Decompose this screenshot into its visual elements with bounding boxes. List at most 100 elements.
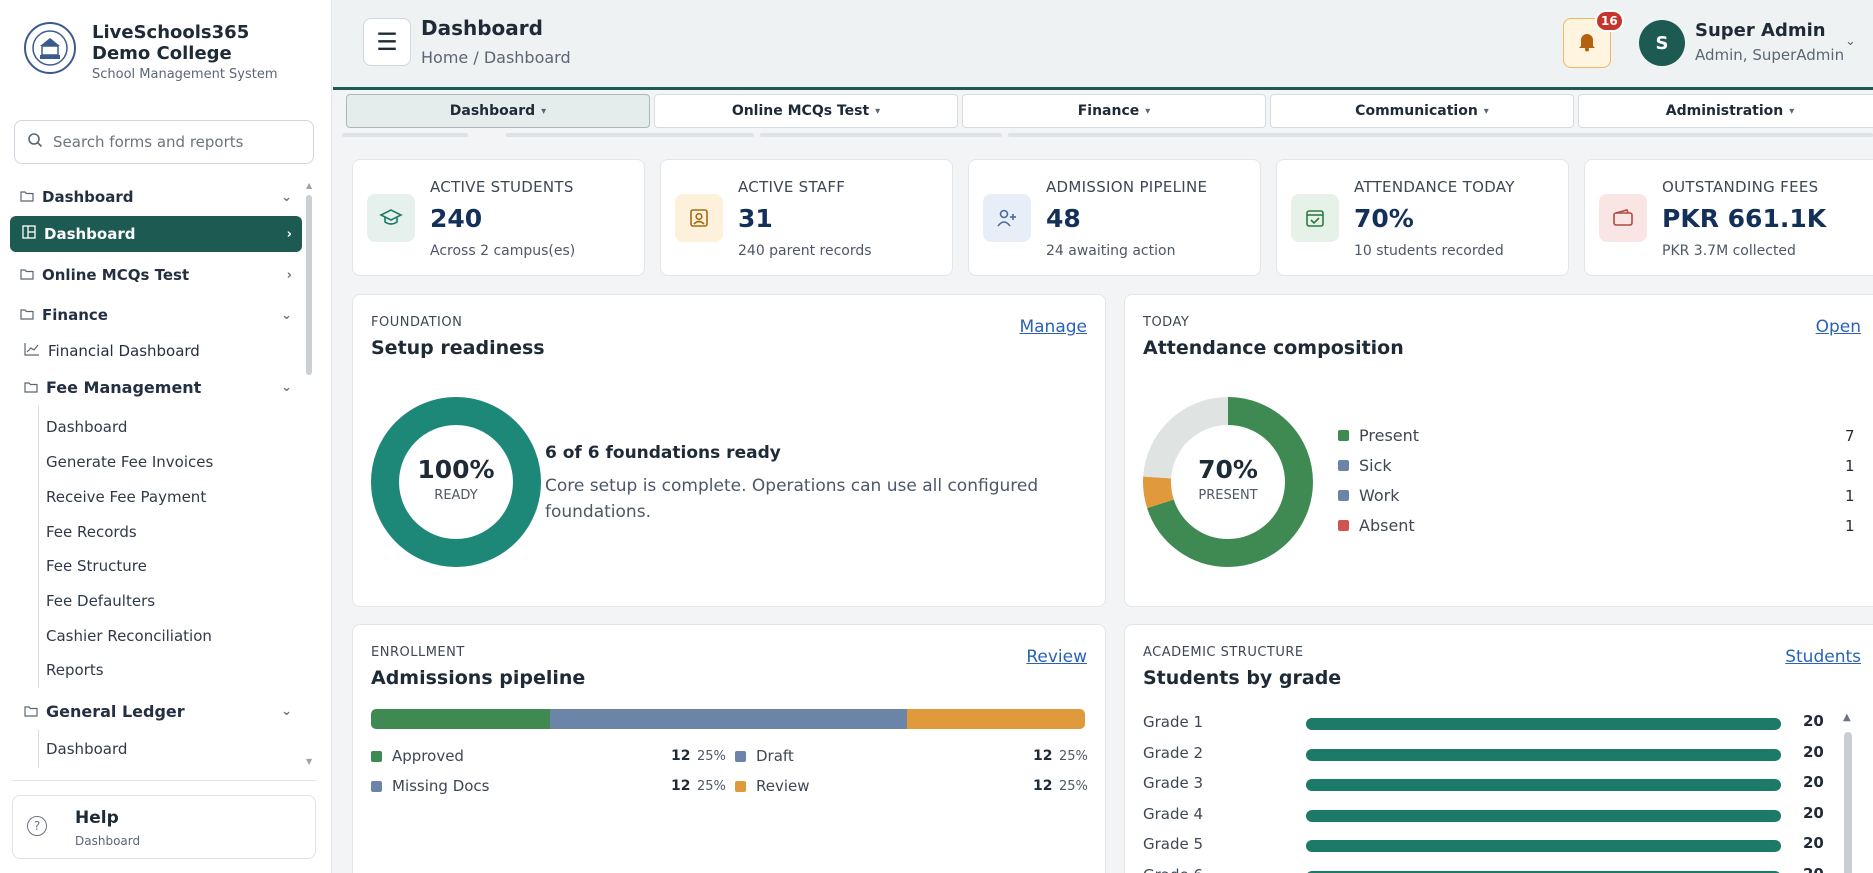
breadcrumb: Home / Dashboard <box>421 48 571 67</box>
sidebar-item-dashboard[interactable]: Dashboard › <box>10 216 302 252</box>
review-link[interactable]: Review <box>1026 647 1087 667</box>
panel-title: Setup readiness <box>371 337 545 359</box>
sidebar-item-label: Fee Structure <box>46 557 147 575</box>
grade-bar <box>1306 718 1781 730</box>
stat-card-outstanding-fees[interactable]: OUTSTANDING FEES PKR 661.1K PKR 3.7M col… <box>1584 159 1873 276</box>
sidebar-item-generate-fee-invoices[interactable]: Generate Fee Invoices <box>10 445 302 479</box>
tab-label: Online MCQs Test <box>731 103 870 119</box>
sidebar-scrollbar[interactable]: ▲ ▼ <box>306 181 313 766</box>
tab-scroll-segment <box>342 133 468 137</box>
sidebar: LiveSchools365 Demo College School Manag… <box>0 0 332 873</box>
stat-card-admission-pipeline[interactable]: ADMISSION PIPELINE 48 24 awaiting action <box>968 159 1261 276</box>
sidebar-item-financial-dashboard[interactable]: Financial Dashboard <box>10 334 302 368</box>
stat-subtext: 10 students recorded <box>1354 243 1504 259</box>
open-link[interactable]: Open <box>1815 317 1861 337</box>
legend-swatch <box>735 780 746 792</box>
chevron-down-icon[interactable]: ⌄ <box>1845 34 1856 49</box>
tab-online-mcqs-test[interactable]: Online MCQs Test ▾ <box>654 94 958 128</box>
pipeline-review: Review <box>735 777 810 795</box>
tab-scroll-segment <box>760 133 1002 137</box>
legend-label: Work <box>1359 486 1400 505</box>
grade-bar-track <box>1306 748 1781 761</box>
scroll-up-icon[interactable]: ▲ <box>306 181 313 190</box>
pipeline-segment <box>371 709 550 729</box>
stat-card-active-students[interactable]: ACTIVE STUDENTS 240 Across 2 campus(es) <box>352 159 645 276</box>
legend-absent: Absent <box>1338 516 1415 535</box>
pipeline-segment <box>549 709 728 729</box>
grade-value: 20 <box>1803 834 1824 852</box>
grade-value: 20 <box>1803 803 1824 822</box>
help-subtitle: Dashboard <box>75 834 141 848</box>
scroll-thumb[interactable] <box>1844 732 1852 873</box>
grade-value: 20 <box>1803 865 1824 873</box>
stat-subtext: Across 2 campus(es) <box>430 243 576 259</box>
sidebar-item-cashier-reconciliation[interactable]: Cashier Reconciliation <box>10 619 302 653</box>
layout-icon <box>22 225 36 243</box>
grade-bar <box>1306 779 1781 791</box>
grade-row: Grade 4 20 <box>1143 803 1863 827</box>
stat-card-active-staff[interactable]: ACTIVE STAFF 31 240 parent records <box>660 159 953 276</box>
setup-donut-fill <box>371 397 541 567</box>
divider <box>12 780 316 781</box>
students-link[interactable]: Students <box>1785 647 1861 667</box>
panel-title: Students by grade <box>1143 667 1342 689</box>
pipeline-missing-docs: Missing Docs <box>371 777 490 795</box>
sidebar-item-label: Fee Defaulters <box>46 592 156 610</box>
sidebar-item-label: Financial Dashboard <box>48 342 200 360</box>
help-button[interactable]: ? Help Dashboard <box>12 795 316 859</box>
panel-title: Admissions pipeline <box>371 667 586 689</box>
tab-administration[interactable]: Administration ▾ <box>1578 94 1873 128</box>
grade-value: 20 <box>1803 742 1824 761</box>
search-input[interactable] <box>53 133 293 151</box>
grade-row: Grade 2 20 <box>1143 742 1863 766</box>
scroll-thumb[interactable] <box>306 195 312 375</box>
sidebar-group-general-ledger[interactable]: General Ledger ⌄ <box>10 694 302 728</box>
sidebar-item-reports[interactable]: Reports <box>10 653 302 687</box>
graduation-cap-icon <box>367 194 415 242</box>
manage-link[interactable]: Manage <box>1019 317 1087 337</box>
sidebar-item-fee-records[interactable]: Fee Records <box>10 515 302 549</box>
brand[interactable]: LiveSchools365 Demo College School Manag… <box>24 22 312 82</box>
scroll-up-icon[interactable]: ▲ <box>1843 712 1851 723</box>
tab-communication[interactable]: Communication ▾ <box>1270 94 1574 128</box>
sidebar-group-label: Fee Management <box>46 377 202 397</box>
avatar[interactable]: S <box>1639 20 1685 66</box>
page-title: Dashboard <box>421 16 543 40</box>
chevron-down-icon: ▾ <box>541 105 547 117</box>
sidebar-item-fee-defaulters[interactable]: Fee Defaulters <box>10 584 302 618</box>
sidebar-item-fee-dashboard[interactable]: Dashboard <box>10 410 302 444</box>
id-badge-icon <box>675 194 723 242</box>
grade-bar <box>1306 870 1781 873</box>
chevron-down-icon: ⌄ <box>281 379 292 395</box>
sidebar-item-fee-structure[interactable]: Fee Structure <box>10 549 302 583</box>
grade-value: 20 <box>1803 712 1824 730</box>
grade-label: Grade 4 <box>1143 804 1204 823</box>
tab-dashboard[interactable]: Dashboard ▾ <box>346 94 650 128</box>
tab-scroll-track <box>342 133 1873 138</box>
folder-icon <box>20 306 34 324</box>
tab-finance[interactable]: Finance ▾ <box>962 94 1266 128</box>
sidebar-group-fee-management[interactable]: Fee Management ⌄ <box>10 370 302 404</box>
chart-line-icon <box>24 342 40 360</box>
pipeline-percent: 25% <box>1059 749 1088 764</box>
pipeline-label: Draft <box>756 747 794 765</box>
brand-subtitle: School Management System <box>92 67 278 82</box>
user-name[interactable]: Super Admin <box>1695 20 1826 41</box>
sidebar-item-ledger-dashboard[interactable]: Dashboard <box>10 732 302 766</box>
sidebar-group-dashboard[interactable]: Dashboard ⌄ <box>10 180 302 214</box>
admissions-pipeline-panel: ENROLLMENT Admissions pipeline Review Ap… <box>352 624 1106 873</box>
tab-scroll-segment <box>506 133 754 137</box>
students-by-grade-panel: ACADEMIC STRUCTURE Students by grade Stu… <box>1124 624 1873 873</box>
sidebar-group-online-mcqs[interactable]: Online MCQs Test › <box>10 258 302 292</box>
grade-list-scrollbar[interactable]: ▲ <box>1843 712 1853 873</box>
stat-subtext: 24 awaiting action <box>1046 243 1176 259</box>
menu-toggle-button[interactable]: ☰ <box>363 18 411 66</box>
stat-subtext: PKR 3.7M collected <box>1662 243 1796 259</box>
sidebar-item-receive-fee-payment[interactable]: Receive Fee Payment <box>10 480 302 514</box>
pipeline-percent: 25% <box>697 749 726 764</box>
scroll-down-icon[interactable]: ▼ <box>306 757 313 766</box>
sidebar-item-label: Generate Fee Invoices <box>46 453 214 471</box>
search-box[interactable] <box>14 120 314 164</box>
stat-card-attendance-today[interactable]: ATTENDANCE TODAY 70% 10 students recorde… <box>1276 159 1569 276</box>
sidebar-group-finance[interactable]: Finance ⌄ <box>10 298 302 332</box>
